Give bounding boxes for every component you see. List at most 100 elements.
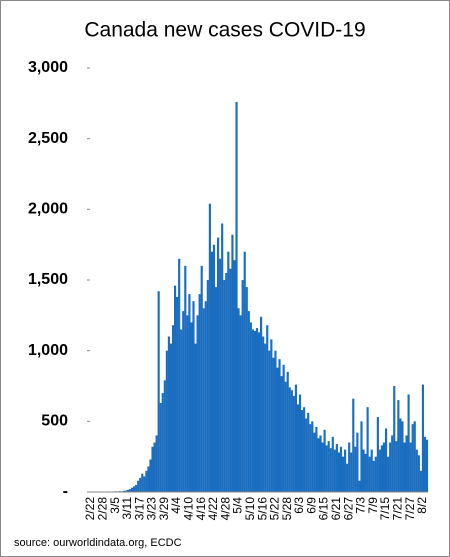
- x-tick-label: 4/22: [206, 497, 220, 521]
- bar: [346, 463, 349, 492]
- bar: [245, 287, 248, 492]
- x-tick-label: 4/4: [169, 497, 183, 514]
- x-tick-label: 4/16: [194, 497, 208, 521]
- x-tick-label: 6/3: [292, 497, 306, 514]
- bar: [272, 357, 275, 492]
- bar: [241, 280, 244, 492]
- y-tick-label: 2,500: [28, 130, 68, 147]
- x-tick-label: 6/15: [317, 497, 331, 521]
- bar: [135, 484, 138, 492]
- bar: [149, 459, 152, 492]
- bar: [227, 251, 230, 492]
- bar: [167, 336, 170, 492]
- bar: [313, 432, 316, 492]
- bar: [278, 359, 281, 492]
- bar: [206, 280, 209, 492]
- bar: [421, 384, 425, 492]
- bar: [198, 294, 201, 492]
- bar: [126, 489, 130, 492]
- bar: [378, 449, 381, 492]
- bar: [296, 404, 300, 492]
- y-tick-label: 3,000: [28, 59, 68, 76]
- bar: [253, 330, 257, 492]
- x-tick-label: 2/22: [83, 497, 97, 521]
- bar: [223, 280, 226, 492]
- bar: [210, 251, 214, 492]
- bar: [237, 308, 240, 492]
- bar: [225, 272, 228, 492]
- bar: [270, 339, 273, 492]
- bar: [192, 301, 195, 492]
- bar: [255, 328, 259, 492]
- x-tick-label: 5/4: [231, 497, 245, 514]
- bar: [405, 435, 408, 492]
- bar: [133, 486, 136, 492]
- bar: [403, 442, 406, 492]
- bar: [360, 421, 363, 492]
- bar: [368, 456, 371, 492]
- bar: [374, 456, 377, 492]
- bar: [151, 446, 154, 492]
- x-tick-label: 7/3: [354, 497, 368, 514]
- bar: [212, 244, 216, 492]
- bar: [178, 258, 181, 492]
- bar: [337, 452, 341, 492]
- bar: [311, 421, 314, 492]
- x-tick-label: 6/21: [329, 497, 343, 521]
- bar: [204, 301, 207, 492]
- bar: [397, 400, 400, 492]
- bar: [130, 487, 134, 492]
- bar: [188, 294, 191, 492]
- bar: [300, 410, 304, 492]
- source-note: source: ourworldindata.org, ECDC: [14, 537, 182, 549]
- bar: [419, 470, 422, 492]
- bar: [411, 424, 414, 492]
- bar: [155, 435, 158, 492]
- x-tick-label: 7/15: [378, 497, 392, 521]
- bar: [208, 203, 211, 492]
- bar: [128, 489, 132, 492]
- bar: [217, 237, 220, 492]
- bar: [382, 442, 386, 492]
- bar: [182, 311, 185, 492]
- bar: [393, 386, 396, 492]
- bar: [358, 480, 361, 492]
- bar: [352, 398, 355, 492]
- bar: [251, 329, 254, 492]
- x-tick-label: 4/28: [218, 497, 232, 521]
- bar: [231, 234, 234, 493]
- bar: [282, 364, 285, 492]
- x-tick-label: 7/9: [366, 497, 380, 514]
- bar: [141, 473, 144, 492]
- x-tick-label: 4/10: [182, 497, 196, 521]
- bar: [391, 435, 394, 492]
- bar: [307, 412, 310, 492]
- bar: [319, 435, 322, 492]
- bar: [194, 343, 197, 492]
- bar: [202, 308, 205, 492]
- bar: [309, 424, 312, 492]
- bar: [344, 449, 347, 492]
- bar: [249, 322, 252, 492]
- x-tick-label: 8/2: [415, 497, 429, 514]
- bar: [415, 449, 418, 492]
- bar: [235, 101, 238, 493]
- bar: [305, 418, 308, 492]
- x-tick-label: 7/21: [390, 497, 404, 521]
- bar: [348, 442, 351, 492]
- bar: [186, 315, 189, 492]
- bar: [384, 428, 388, 492]
- bar: [321, 442, 324, 492]
- bar: [339, 446, 343, 492]
- bar: [286, 371, 289, 492]
- bar: [147, 466, 150, 492]
- bar: [276, 367, 279, 492]
- bar: [219, 258, 222, 492]
- bar: [413, 421, 416, 492]
- bar: [315, 426, 318, 492]
- bar: [372, 460, 375, 492]
- bar: [268, 350, 271, 492]
- bar: [399, 418, 402, 492]
- bar: [196, 315, 199, 492]
- x-tick-label: 6/9: [304, 497, 318, 514]
